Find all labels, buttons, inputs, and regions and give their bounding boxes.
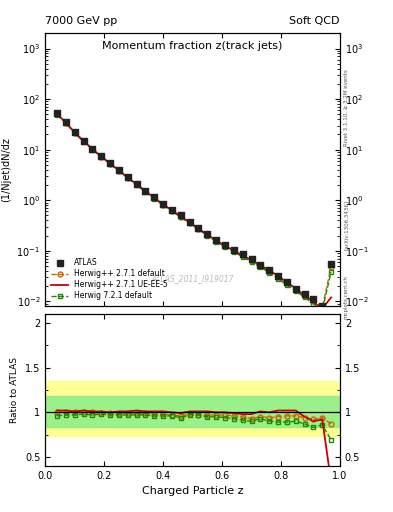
Point <box>275 272 281 280</box>
Point <box>240 250 246 259</box>
Point <box>257 261 264 269</box>
Point <box>310 295 317 304</box>
Point <box>266 266 272 274</box>
Point <box>301 290 308 298</box>
Point <box>248 255 255 263</box>
Text: mcplots.cern.ch: mcplots.cern.ch <box>344 275 349 319</box>
Point <box>81 137 87 145</box>
X-axis label: Charged Particle z: Charged Particle z <box>142 486 243 496</box>
Point <box>195 224 202 232</box>
Point <box>151 193 158 201</box>
Bar <box>45 381 340 436</box>
Point <box>63 118 69 126</box>
Point <box>222 241 228 249</box>
Text: Momentum fraction z(track jets): Momentum fraction z(track jets) <box>103 41 283 52</box>
Point <box>54 110 60 118</box>
Text: Soft QCD: Soft QCD <box>290 16 340 27</box>
Y-axis label: Ratio to ATLAS: Ratio to ATLAS <box>10 357 19 423</box>
Point <box>187 218 193 226</box>
Point <box>125 173 131 181</box>
Point <box>328 260 334 268</box>
Text: [arXiv:1306.3436]: [arXiv:1306.3436] <box>344 200 349 250</box>
Point <box>98 152 105 160</box>
Point <box>231 246 237 254</box>
Point <box>116 166 122 174</box>
Point <box>142 186 149 195</box>
Point <box>213 236 219 244</box>
Text: 7000 GeV pp: 7000 GeV pp <box>45 16 118 27</box>
Point <box>204 230 211 238</box>
Point <box>178 211 184 220</box>
Point <box>169 206 175 214</box>
Point <box>72 129 78 137</box>
Point <box>319 302 325 310</box>
Point <box>134 180 140 188</box>
Point <box>293 285 299 293</box>
Text: Rivet 3.1.10, ≥ 3.2M events: Rivet 3.1.10, ≥ 3.2M events <box>344 69 349 146</box>
Bar <box>45 396 340 426</box>
Text: ATLAS_2011_I919017: ATLAS_2011_I919017 <box>151 274 234 284</box>
Point <box>107 159 113 167</box>
Point <box>160 200 166 208</box>
Point <box>284 278 290 286</box>
Point <box>89 144 95 153</box>
Legend: ATLAS, Herwig++ 2.7.1 default, Herwig++ 2.7.1 UE-EE-5, Herwig 7.2.1 default: ATLAS, Herwig++ 2.7.1 default, Herwig++ … <box>49 256 170 303</box>
Y-axis label: (1/Njet)dN/dz: (1/Njet)dN/dz <box>1 137 11 202</box>
